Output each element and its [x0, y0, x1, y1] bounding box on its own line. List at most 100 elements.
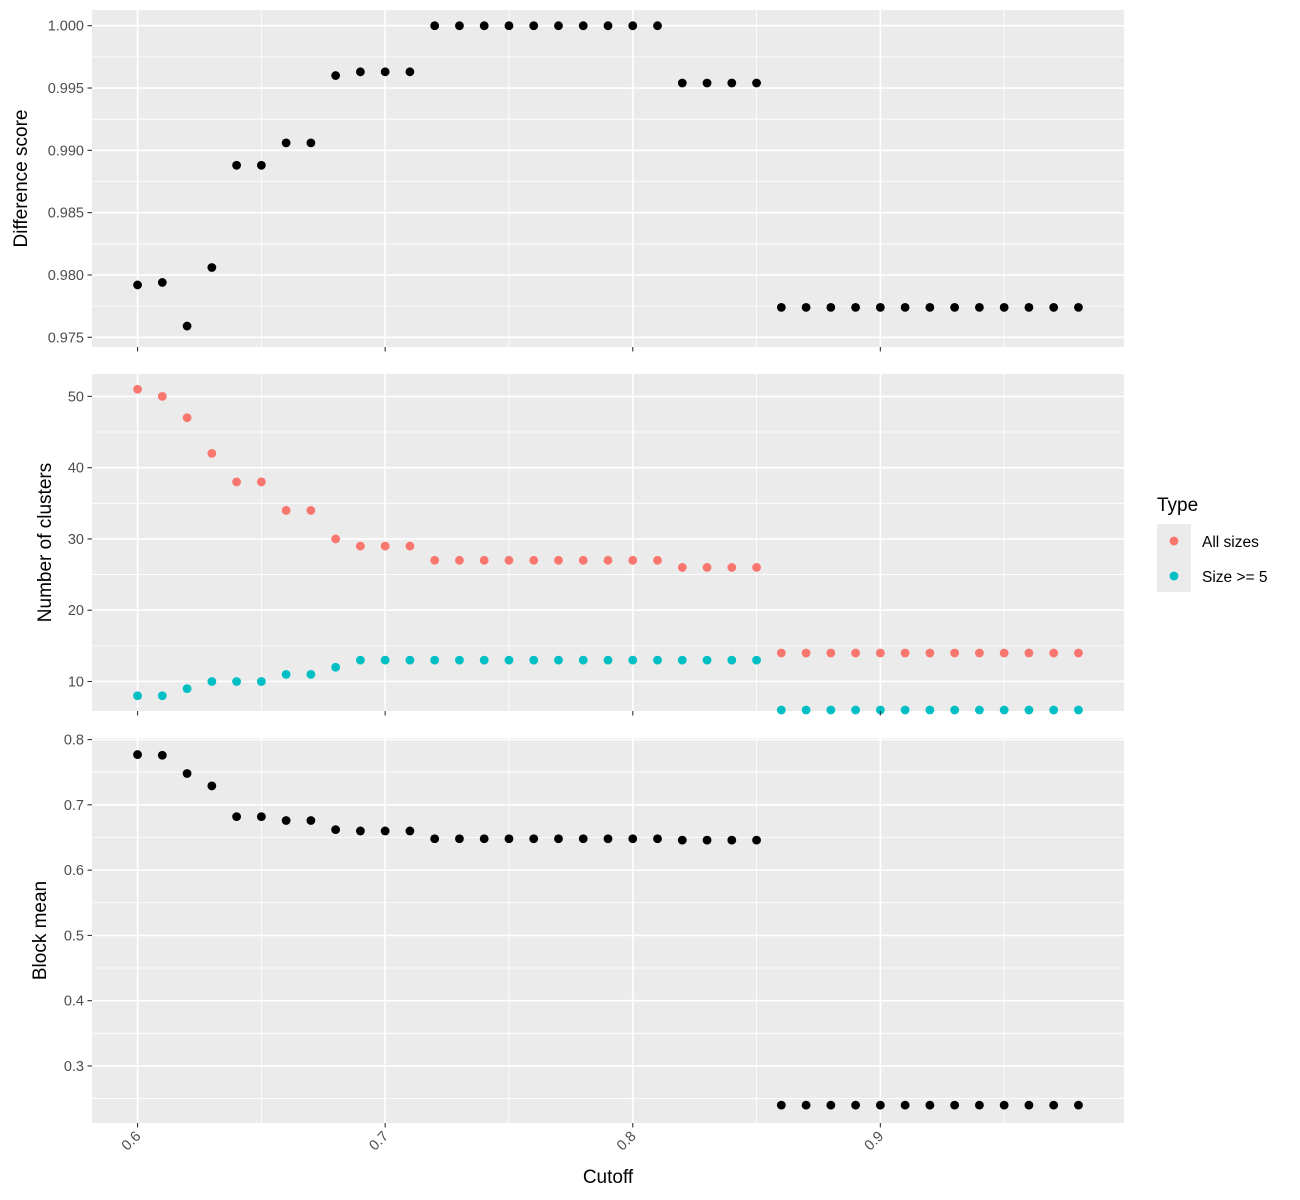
- x-axis-title: Cutoff: [583, 1167, 634, 1188]
- data-point: [752, 78, 761, 88]
- data-point: [826, 302, 836, 312]
- legend-label-all-sizes: All sizes: [1202, 534, 1259, 551]
- y-tick-label: 0.990: [48, 143, 84, 159]
- y-axis-ticks: 0.3 0.4 0.5 0.6 0.7 0.8: [64, 733, 92, 1075]
- data-point: [504, 655, 514, 665]
- y-axis-title: Block mean: [30, 881, 51, 980]
- data-point: [875, 1100, 885, 1110]
- data-point: [1074, 705, 1083, 715]
- panel-background: [92, 10, 1124, 347]
- data-point: [430, 655, 440, 665]
- data-point: [875, 705, 885, 715]
- data-point: [1024, 705, 1034, 715]
- data-point: [430, 21, 440, 31]
- data-point: [875, 302, 885, 312]
- data-point: [950, 648, 960, 658]
- data-point: [875, 648, 885, 658]
- x-axis-ticks: [137, 711, 881, 716]
- data-point: [653, 555, 662, 565]
- data-point: [232, 677, 241, 686]
- data-point: [133, 384, 142, 394]
- y-tick-label: 0.985: [48, 206, 84, 222]
- panel-gridlines: [92, 10, 1124, 347]
- y-tick-label: 0.5: [64, 928, 84, 944]
- panel-gridlines: [92, 374, 1124, 711]
- x-tick-label: 0.9: [862, 1129, 888, 1155]
- data-point: [1074, 1100, 1083, 1110]
- data-point: [1049, 302, 1059, 312]
- panel-background: [92, 738, 1124, 1123]
- data-point: [306, 669, 316, 679]
- data-point: [504, 834, 514, 844]
- legend-marker-all-sizes: [1169, 536, 1179, 546]
- data-point: [578, 555, 588, 565]
- data-point: [554, 555, 563, 565]
- data-point: [554, 834, 563, 844]
- data-point: [1049, 648, 1059, 658]
- data-point: [430, 834, 440, 844]
- data-point: [925, 1100, 935, 1110]
- y-tick-label: 0.995: [48, 81, 84, 97]
- data-point: [752, 835, 761, 845]
- data-point: [405, 826, 415, 836]
- data-point: [603, 655, 613, 665]
- y-tick-label: 0.7: [64, 798, 84, 814]
- data-point: [851, 705, 861, 715]
- data-point: [331, 825, 341, 835]
- data-point: [603, 834, 613, 844]
- data-point: [851, 1100, 861, 1110]
- data-point: [133, 750, 142, 759]
- data-point: [801, 1100, 811, 1110]
- data-point: [702, 563, 712, 572]
- y-tick-label: 40: [68, 461, 84, 477]
- data-point: [677, 563, 687, 572]
- data-point: [281, 506, 291, 515]
- data-point: [999, 648, 1009, 658]
- panel-number-of-clusters: 10 20 30 40 50 Number of clusters: [35, 374, 1124, 716]
- panel-difference-score: 0.975 0.980 0.985 0.990 0.995 1.000 Differenc…: [11, 10, 1124, 352]
- data-point: [925, 648, 935, 658]
- data-point: [405, 541, 415, 551]
- data-point: [999, 1100, 1009, 1110]
- x-tick-label: 0.6: [119, 1129, 145, 1155]
- data-point: [950, 1100, 960, 1110]
- data-point: [232, 477, 241, 487]
- panel-points: [133, 21, 1083, 331]
- data-point: [157, 691, 167, 701]
- data-point: [133, 691, 142, 701]
- x-tick-label: 0.7: [366, 1129, 392, 1155]
- data-point: [900, 648, 910, 658]
- data-point: [157, 750, 167, 760]
- data-point: [355, 541, 365, 551]
- data-point: [157, 391, 167, 401]
- data-point: [900, 302, 910, 312]
- data-point: [578, 655, 588, 665]
- data-point: [455, 555, 464, 565]
- y-tick-label: 20: [68, 603, 84, 619]
- data-point: [776, 1100, 786, 1110]
- data-point: [455, 655, 464, 665]
- data-point: [331, 662, 341, 672]
- data-point: [207, 449, 217, 458]
- data-point: [950, 302, 960, 312]
- data-point: [529, 555, 539, 565]
- data-point: [355, 67, 365, 77]
- data-point: [479, 21, 489, 31]
- data-point: [1024, 1100, 1034, 1110]
- y-tick-label: 30: [68, 532, 84, 548]
- data-point: [380, 541, 390, 551]
- data-point: [653, 655, 662, 665]
- y-tick-label: 0.8: [64, 733, 84, 749]
- data-point: [1024, 302, 1034, 312]
- data-point: [256, 160, 266, 170]
- data-point: [653, 834, 662, 844]
- data-point: [826, 705, 836, 715]
- data-point: [455, 834, 464, 844]
- panel-gridlines: [92, 738, 1124, 1123]
- panel-points: [133, 384, 1083, 715]
- data-point: [653, 21, 662, 31]
- data-point: [628, 655, 638, 665]
- legend-label-size-5: Size >= 5: [1202, 569, 1268, 586]
- data-point: [430, 555, 440, 565]
- data-point: [702, 655, 712, 665]
